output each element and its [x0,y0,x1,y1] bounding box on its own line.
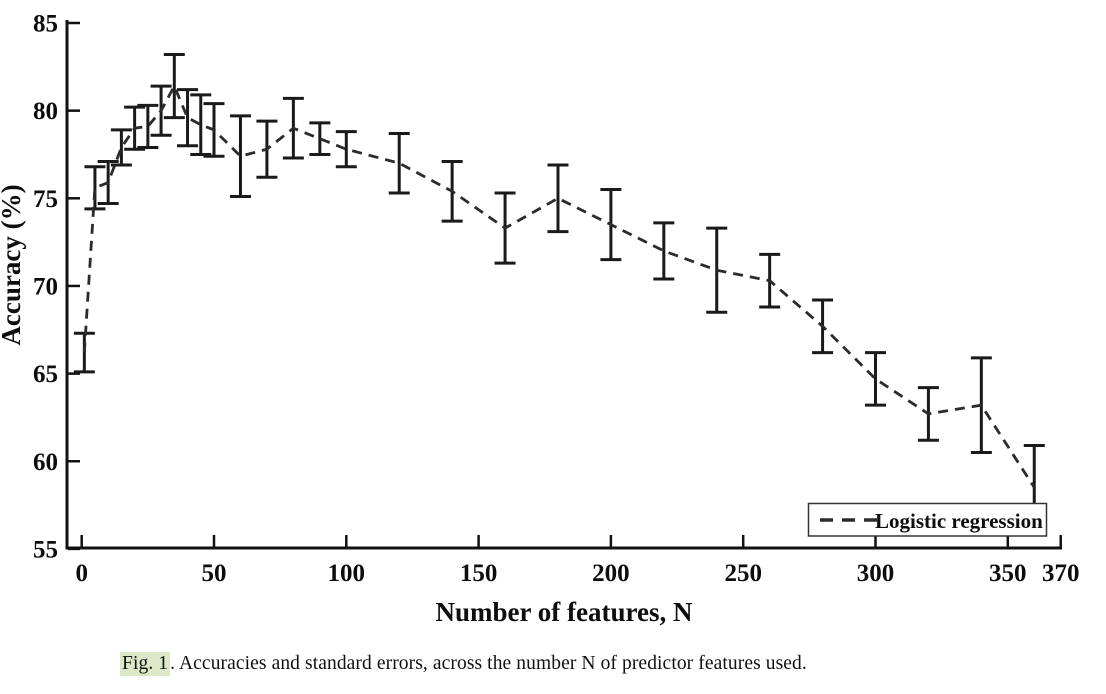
caption-figure-number: Fig. 1 [120,652,171,676]
accuracy-chart: 55 60 65 70 75 80 85 0 50 100 150 200 250 300 350 370 Nu… [0,11,1080,628]
y-tick-label: 85 [33,11,58,38]
data-line-logistic-regression [82,82,1036,489]
x-tick-label: 250 [724,560,762,587]
y-tick-label: 80 [33,98,58,125]
legend-label: Logistic regression [875,509,1043,533]
figure-caption: Fig. 1. Accuracies and standard errors, … [120,652,807,676]
y-tick-label: 70 [33,273,58,300]
caption-text: . Accuracies and standard errors, across… [170,653,807,674]
y-tick-label: 75 [33,186,58,213]
x-tick-label: 370 [1042,560,1080,587]
y-tick-label: 55 [33,536,58,563]
x-axis-title: Number of features, N [436,597,693,627]
y-tick-label: 65 [33,361,58,388]
x-tick-label: 0 [75,560,88,587]
legend-box [807,502,1048,537]
y-tick-label: 60 [33,449,58,476]
x-tick-label: 300 [857,560,895,587]
x-tick-label: 150 [460,560,498,587]
x-tick-label: 350 [989,560,1027,587]
x-tick-label: 100 [328,560,366,587]
x-tick-label: 200 [592,560,630,587]
y-axis-title: Accuracy (%) [0,184,26,345]
x-tick-label: 50 [202,560,227,587]
